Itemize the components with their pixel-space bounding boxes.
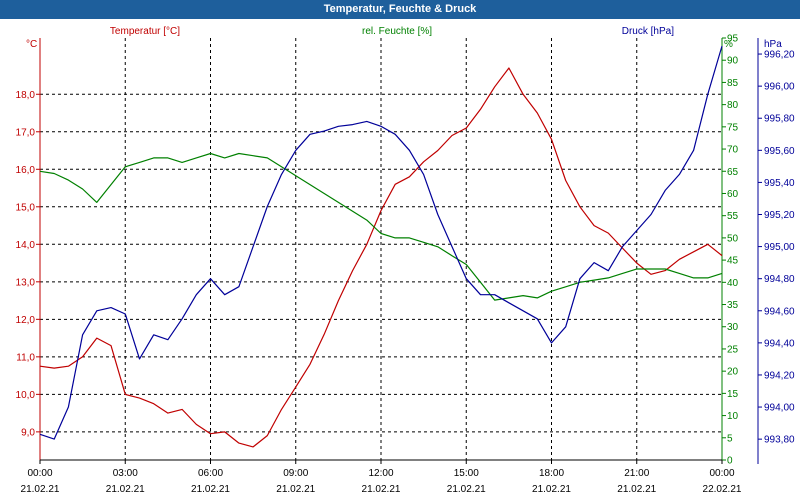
humidity-tick-label: 95 (727, 34, 739, 45)
x-tick-time: 09:00 (283, 468, 308, 479)
temperature-series-line (39, 67, 723, 448)
pressure-tick-label: 994,00 (764, 403, 795, 414)
x-tick-date: 21.02.21 (191, 484, 230, 495)
x-tick-time: 12:00 (368, 468, 393, 479)
temperature-tick-label: 15,0 (16, 202, 36, 213)
x-tick-date: 21.02.21 (106, 484, 145, 495)
tick-labels: 9,0 10,0 11,0 12,0 13,0 14,0 15,0 16,0 17,0 18,0 0… (16, 26, 795, 495)
humidity-tick-label: 35 (727, 300, 739, 311)
humidity-series-label: rel. Feuchte [%] (362, 26, 432, 37)
pressure-tick-label: 995,60 (764, 146, 795, 157)
humidity-tick-label: 60 (727, 189, 739, 200)
x-tick-date: 21.02.21 (532, 484, 571, 495)
x-tick-date: 21.02.21 (21, 484, 60, 495)
humidity-tick-label: 15 (727, 389, 739, 400)
x-tick-date: 21.02.21 (447, 484, 486, 495)
pressure-tick-label: 996,20 (764, 50, 795, 61)
temperature-tick-label: 11,0 (16, 352, 35, 363)
pressure-tick-label: 994,40 (764, 338, 795, 349)
temperature-unit-label: °C (26, 39, 37, 50)
pressure-tick-label: 995,40 (764, 178, 795, 189)
x-tick-time: 00:00 (709, 468, 734, 479)
pressure-unit-label: hPa (764, 39, 782, 50)
humidity-tick-label: 70 (727, 145, 739, 156)
humidity-tick-label: 80 (727, 100, 739, 111)
temperature-tick-label: 13,0 (16, 277, 36, 288)
humidity-tick-label: 30 (727, 322, 739, 333)
pressure-tick-label: 995,20 (764, 210, 795, 221)
humidity-series-line (39, 152, 723, 301)
pressure-tick-label: 994,60 (764, 306, 795, 317)
pressure-tick-label: 996,00 (764, 82, 795, 93)
humidity-tick-label: 50 (727, 233, 739, 244)
temperature-tick-label: 16,0 (16, 165, 36, 176)
pressure-tick-label: 993,80 (764, 435, 795, 446)
humidity-tick-label: 65 (727, 167, 739, 178)
humidity-tick-label: 20 (727, 367, 739, 378)
humidity-tick-label: 10 (727, 411, 739, 422)
x-tick-date: 21.02.21 (617, 484, 656, 495)
pressure-tick-label: 995,00 (764, 242, 795, 253)
chart-title: Temperatur, Feuchte & Druck (0, 0, 800, 19)
pressure-tick-label: 994,20 (764, 370, 795, 381)
temperature-tick-label: 17,0 (16, 127, 36, 138)
pressure-tick-label: 994,80 (764, 274, 795, 285)
humidity-tick-label: 90 (727, 56, 739, 67)
series-layer (39, 45, 723, 448)
x-tick-date: 21.02.21 (362, 484, 401, 495)
x-tick-time: 03:00 (113, 468, 138, 479)
x-tick-time: 15:00 (454, 468, 479, 479)
x-tick-date: 22.02.21 (703, 484, 742, 495)
humidity-tick-label: 45 (727, 256, 739, 267)
humidity-tick-label: 5 (727, 433, 733, 444)
humidity-tick-label: 75 (727, 122, 739, 133)
pressure-series-label: Druck [hPa] (622, 26, 674, 37)
chart-canvas: 9,0 10,0 11,0 12,0 13,0 14,0 15,0 16,0 17,0 18,0 0… (16, 26, 795, 495)
humidity-unit-label: % (724, 39, 733, 50)
humidity-tick-label: 0 (727, 456, 733, 467)
x-tick-time: 21:00 (624, 468, 649, 479)
temperature-tick-label: 18,0 (16, 90, 36, 101)
temperature-tick-label: 12,0 (16, 315, 36, 326)
x-tick-time: 18:00 (539, 468, 564, 479)
temperature-tick-label: 10,0 (16, 390, 36, 401)
axes (36, 37, 762, 464)
grid-lines (39, 38, 723, 460)
x-tick-time: 00:00 (27, 468, 52, 479)
humidity-tick-label: 40 (727, 278, 739, 289)
humidity-tick-label: 55 (727, 211, 739, 222)
x-tick-date: 21.02.21 (276, 484, 315, 495)
humidity-tick-label: 85 (727, 78, 739, 89)
humidity-tick-label: 25 (727, 344, 739, 355)
x-tick-time: 06:00 (198, 468, 223, 479)
temperature-tick-label: 14,0 (16, 240, 36, 251)
temperature-series-label: Temperatur [°C] (110, 26, 180, 37)
pressure-series-line (39, 45, 723, 440)
temperature-tick-label: 9,0 (21, 427, 35, 438)
pressure-tick-label: 995,80 (764, 114, 795, 125)
